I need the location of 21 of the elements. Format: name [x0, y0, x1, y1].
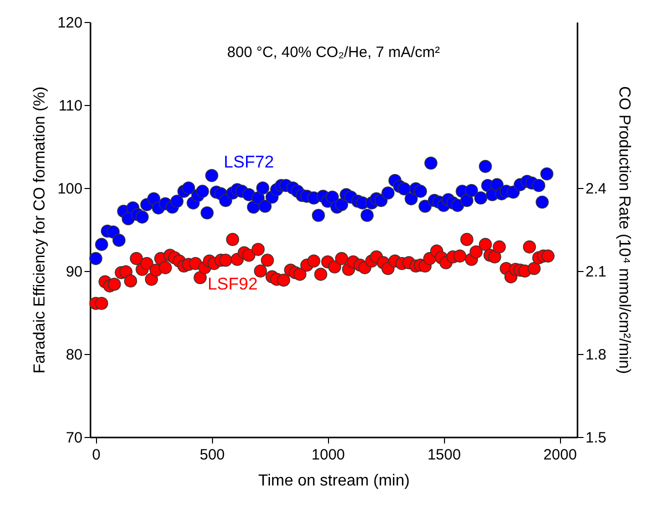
x-tick-label: 2000 — [543, 446, 577, 464]
x-tick-label: 0 — [92, 446, 100, 464]
x-tick-label: 1000 — [312, 446, 345, 464]
y-tick-label: 120 — [57, 14, 82, 32]
annotation: 800 °C, 40% CO₂/He, 7 mA/cm² — [227, 44, 440, 61]
y-tick-label: 90 — [66, 264, 82, 280]
x-axis-title: Time on stream (min) — [258, 472, 410, 490]
x-tick-label: 1500 — [427, 446, 461, 464]
y2-axis-title: CO Production Rate (10⁴ mmol/cm²/min) — [615, 86, 632, 374]
series-label: LSF92 — [208, 274, 258, 294]
y-tick-label: 100 — [57, 180, 82, 198]
y2-tick-label: 1.5 — [586, 430, 606, 446]
y2-tick-label: 2.4 — [586, 180, 606, 198]
x-tick-label: 500 — [200, 446, 225, 464]
y-tick-label: 70 — [66, 430, 82, 446]
series-label: LSF72 — [224, 152, 274, 172]
y-axis-title: Faradaic Efficiency for CO formation (%) — [31, 86, 48, 374]
y2-tick-label: 1.8 — [586, 346, 606, 364]
y-tick-label: 110 — [58, 98, 82, 114]
y-tick-label: 80 — [66, 346, 82, 364]
y2-tick-label: 2.1 — [586, 264, 606, 280]
